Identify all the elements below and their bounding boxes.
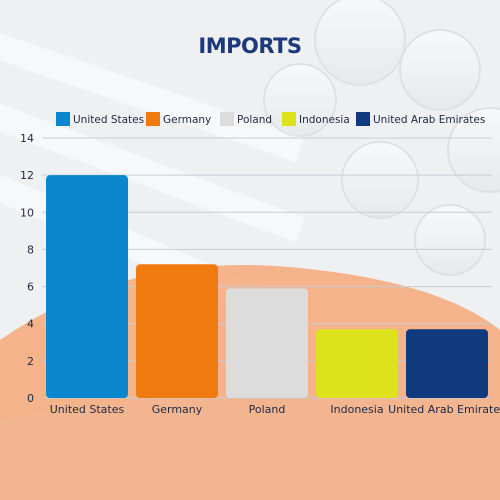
y-tick-label: 10 — [20, 206, 34, 219]
bar-united-states — [46, 175, 128, 398]
x-tick-label: Poland — [249, 403, 286, 416]
legend-label: United States — [73, 114, 144, 126]
legend-swatch — [282, 112, 296, 126]
legend-swatch — [356, 112, 370, 126]
x-tick-label: United States — [50, 403, 125, 416]
x-tick-label: Indonesia — [330, 403, 383, 416]
x-tick-label: United Arab Emirates — [388, 403, 500, 416]
legend-label: Germany — [163, 114, 211, 126]
y-tick-label: 2 — [27, 355, 34, 368]
y-tick-label: 8 — [27, 243, 34, 256]
legend-label: Poland — [237, 114, 272, 126]
bar-indonesia — [316, 329, 398, 398]
bar-united-arab-emirates — [406, 329, 488, 398]
y-tick-label: 6 — [27, 281, 34, 294]
bar-poland — [226, 288, 308, 398]
y-tick-label: 4 — [27, 318, 34, 331]
bar-germany — [136, 264, 218, 398]
legend-label: Indonesia — [299, 114, 350, 126]
y-tick-label: 12 — [20, 169, 34, 182]
y-tick-label: 14 — [20, 132, 34, 145]
legend-swatch — [56, 112, 70, 126]
legend-swatch — [146, 112, 160, 126]
chart-title: IMPORTS — [198, 34, 302, 58]
x-tick-label: Germany — [152, 403, 203, 416]
legend-label: United Arab Emirates — [373, 114, 485, 126]
legend-swatch — [220, 112, 234, 126]
y-tick-label: 0 — [27, 392, 34, 405]
